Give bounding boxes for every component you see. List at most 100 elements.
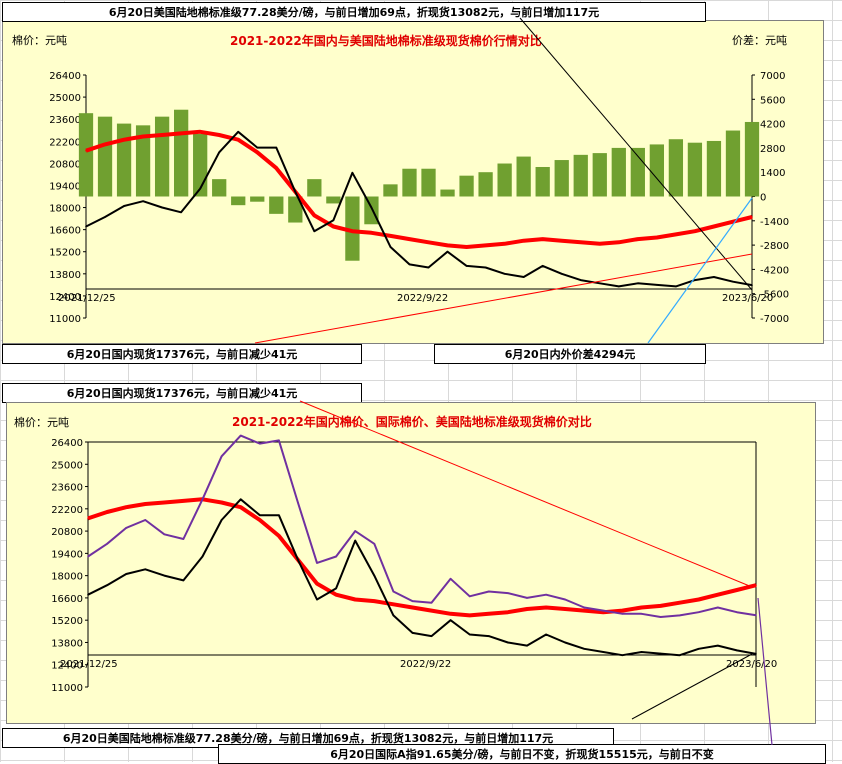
series-point [446, 244, 449, 247]
series-point [503, 273, 506, 275]
series-point [522, 239, 525, 242]
y-tick-label-left: 22200 [49, 137, 81, 148]
series-point [392, 590, 395, 593]
series-point [125, 506, 127, 509]
series-point [507, 641, 509, 644]
series-point [199, 131, 201, 133]
series-point [180, 132, 182, 135]
series-point [87, 517, 89, 520]
spread-bar [706, 140, 722, 197]
y-tick-label-left: 25000 [51, 460, 83, 471]
series-point [220, 519, 223, 521]
series-point [713, 225, 715, 228]
series-point [161, 134, 163, 136]
series-point [199, 187, 201, 190]
y-tick-label-right: -4200 [760, 265, 789, 276]
series-point [220, 455, 223, 458]
spread-bar [383, 184, 398, 197]
domestic-price-box: 6月20日国内现货17376元，与前日减少41元 [2, 344, 362, 364]
spread-bar [668, 139, 684, 197]
top-chart: 11000 12400 13800 15200 16600 18000 19400 20800… [49, 71, 789, 325]
spread-bar [516, 156, 531, 197]
series-point [297, 501, 299, 504]
series-point [125, 527, 127, 529]
series-point [678, 601, 681, 604]
series-point [602, 651, 605, 653]
series-point [256, 151, 259, 154]
series-point [468, 595, 471, 598]
series-point [278, 514, 280, 516]
series-point [659, 652, 662, 655]
series-point [678, 614, 681, 617]
series-point [755, 614, 757, 616]
series-point [465, 265, 468, 267]
series-point [579, 241, 582, 244]
series-point [351, 230, 354, 233]
us-price-box: 6月20日美国陆地棉标准级77.28美分/磅，与前日增加69点，折现货13082… [2, 728, 614, 748]
domestic-price-box-2: 6月20日国内现货17376元，与前日减少41元 [2, 383, 362, 403]
series-point [449, 578, 452, 580]
spread-bar [440, 189, 455, 197]
spread-bar [459, 175, 474, 197]
series-point [144, 503, 147, 505]
series-point [579, 279, 582, 281]
series-point [751, 216, 753, 218]
series-point [163, 501, 166, 504]
spread-bar [78, 113, 94, 197]
x-tick-label: 2023/6/20 [726, 659, 777, 670]
series-point [430, 609, 433, 612]
series-point [507, 592, 509, 594]
series-point [618, 241, 620, 244]
spread-bar [421, 168, 436, 197]
y-tick-label-left: 23600 [51, 483, 83, 494]
series-point [106, 543, 108, 545]
series-point [484, 244, 487, 247]
series-point [675, 285, 677, 288]
series-point [85, 225, 87, 228]
y-tick-label-left: 22200 [51, 505, 83, 516]
series-point [736, 589, 738, 591]
series-point [602, 609, 605, 612]
series-point [354, 539, 357, 542]
spread-bar [326, 196, 341, 204]
x-tick-label: 2023/6/20 [722, 293, 773, 304]
series-point [598, 282, 601, 285]
series-point [316, 582, 318, 585]
series-point [678, 654, 681, 656]
y-tick-label-left: 26400 [49, 71, 81, 82]
series-point [313, 214, 316, 217]
series-point [446, 250, 449, 253]
series-point [392, 614, 395, 617]
annotation-line-spread [647, 197, 753, 344]
series-point [560, 239, 563, 242]
x-tick-label: 2021/12/25 [60, 659, 118, 670]
series-point [736, 611, 738, 614]
series-point [258, 514, 261, 516]
series-point [201, 498, 204, 501]
series-point [717, 606, 719, 609]
series-point [85, 149, 87, 152]
y-tick-label-left: 13800 [51, 638, 83, 649]
annotation-line-domestic-bottom [299, 400, 753, 588]
series-point [313, 230, 316, 233]
y-tick-label-left: 23600 [49, 115, 81, 126]
series-point [220, 501, 223, 504]
series-point [237, 138, 240, 141]
y-tick-label-right: 7000 [760, 71, 785, 82]
x-tick-label: 2022/9/22 [397, 293, 448, 304]
spread-bar [649, 144, 664, 197]
bottom-chart-panel[interactable] [6, 402, 816, 724]
series-point [237, 131, 240, 133]
series-point [484, 266, 487, 269]
spread-bar [231, 196, 246, 206]
series-point [104, 143, 106, 146]
series-point [373, 543, 376, 545]
series-point [717, 593, 719, 596]
y-tick-label-left: 11000 [51, 683, 83, 694]
series-point [468, 633, 471, 636]
series-point [182, 500, 185, 502]
series-point [522, 276, 525, 278]
series-point [656, 284, 658, 286]
series-point [694, 230, 696, 233]
series-point [389, 235, 392, 237]
